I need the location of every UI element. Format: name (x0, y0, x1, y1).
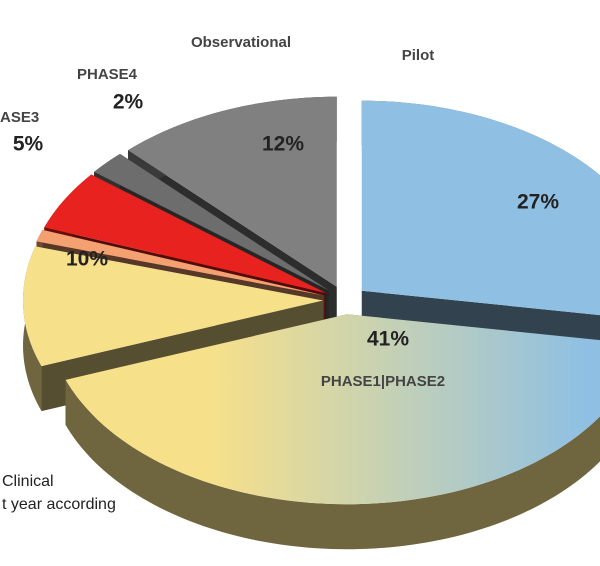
data-label: 2% (113, 91, 144, 114)
caption: t year according (2, 496, 116, 513)
pie (23, 96, 600, 550)
slice-top (361, 100, 600, 316)
caption: Clinical (2, 473, 54, 490)
slice-top (128, 96, 337, 287)
slice-top (94, 153, 329, 291)
slice-top (44, 174, 326, 293)
slice-side (65, 379, 600, 550)
slice-top (23, 246, 324, 367)
data-label: 41% (367, 328, 409, 351)
category-label: Observational (191, 34, 291, 51)
data-label: 10% (66, 248, 108, 271)
data-label: 5% (13, 133, 44, 156)
category-label: ASE3 (0, 109, 39, 126)
slice (65, 314, 600, 550)
slice-top (36, 229, 325, 296)
category-label: Pilot (402, 47, 435, 64)
data-label: 27% (517, 191, 559, 214)
category-label: PHASE1|PHASE2 (321, 373, 445, 390)
slice-top (65, 314, 600, 505)
data-label: 12% (262, 133, 304, 156)
category-label: PHASE4 (77, 66, 138, 83)
